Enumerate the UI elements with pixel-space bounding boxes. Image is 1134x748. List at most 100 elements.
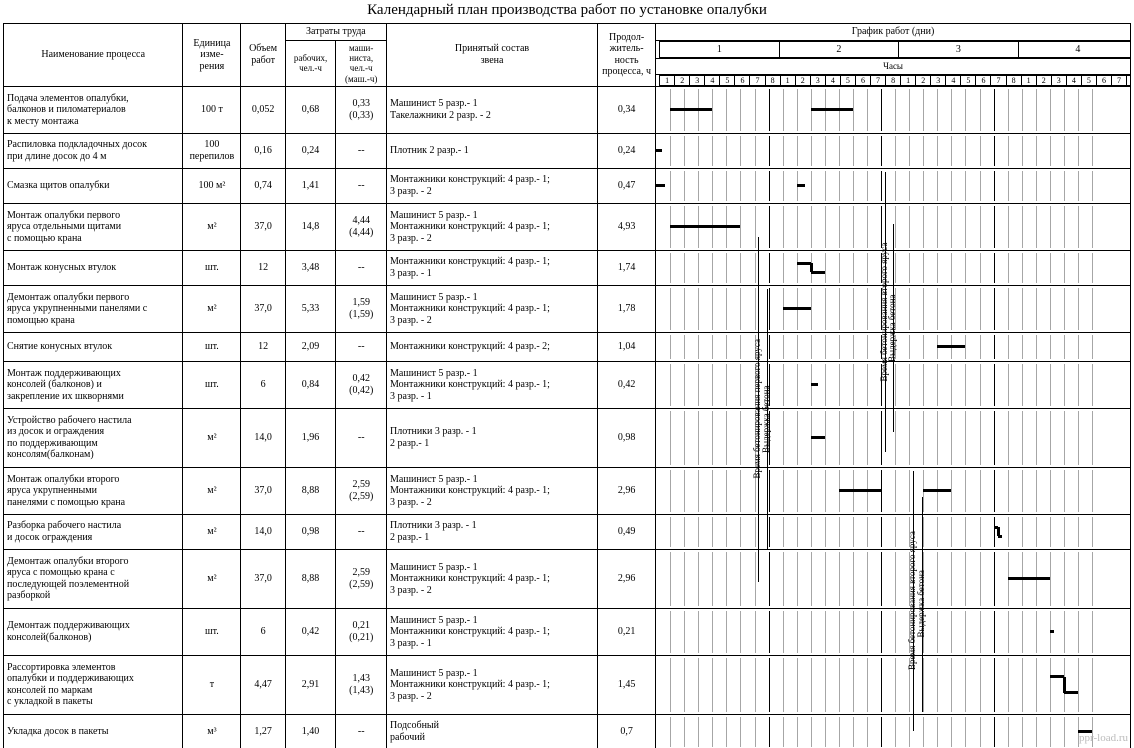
row-dur: 0,47	[598, 168, 656, 203]
row-m: --	[336, 714, 387, 748]
gantt-cell	[656, 168, 1131, 203]
row-m: 2,59(2,59)	[336, 467, 387, 514]
row-vol: 12	[241, 332, 285, 361]
hour-30: 6	[1096, 75, 1111, 85]
gantt-bar	[811, 383, 818, 386]
row-unit: м²	[183, 285, 241, 332]
row-dur: 2,96	[598, 549, 656, 608]
row-w: 1,41	[285, 168, 336, 203]
row-w: 0,68	[285, 86, 336, 133]
row-m: 0,21(0,21)	[336, 608, 387, 655]
row-w: 2,09	[285, 332, 336, 361]
hour-24: 8	[1006, 75, 1021, 85]
row-name: Укладка досок в пакеты	[4, 714, 183, 748]
row-w: 5,33	[285, 285, 336, 332]
col-crew: Принятый составзвена	[387, 24, 598, 87]
hour-16: 8	[886, 75, 901, 85]
row-unit: м³	[183, 714, 241, 748]
row-w: 0,98	[285, 514, 336, 549]
row-unit: шт.	[183, 332, 241, 361]
row-name: Демонтаж поддерживающихконсолей(балконов…	[4, 608, 183, 655]
row-name: Монтаж поддерживающихконсолей (балконов)…	[4, 361, 183, 408]
row-w: 0,84	[285, 361, 336, 408]
row-crew: Плотники 3 разр. - 1 2 разр.- 1	[387, 408, 598, 467]
row-vol: 0,16	[241, 133, 285, 168]
row-name: Монтаж конусных втулок	[4, 250, 183, 285]
hour-4: 4	[705, 75, 720, 85]
row-name: Монтаж опалубки первогояруса отдельными …	[4, 203, 183, 250]
row-crew: Машинист 5 разр.- 1Монтажники конструкци…	[387, 655, 598, 714]
row-name: Распиловка подкладочных досокпри длине д…	[4, 133, 183, 168]
row-crew: Машинист 5 разр.- 1Монтажники конструкци…	[387, 608, 598, 655]
row-name: Устройство рабочего настилаиз досок и ог…	[4, 408, 183, 467]
gantt-bar	[811, 271, 825, 274]
row-vol: 14,0	[241, 514, 285, 549]
hours-label: Часы	[656, 59, 1131, 74]
row-dur: 0,21	[598, 608, 656, 655]
row-crew: Машинист 5 разр.- 1Монтажники конструкци…	[387, 361, 598, 408]
row-dur: 0,7	[598, 714, 656, 748]
row-crew: Монтажники конструкций: 4 разр.- 2;	[387, 332, 598, 361]
hour-14: 6	[855, 75, 870, 85]
row-m: 4,44(4,44)	[336, 203, 387, 250]
gantt-step	[810, 263, 813, 272]
row-m: 0,42(0,42)	[336, 361, 387, 408]
row-crew: Монтажники конструкций: 4 разр.- 1; 3 ра…	[387, 250, 598, 285]
gantt-bar	[797, 184, 805, 187]
row-name: Монтаж опалубки второгояруса укрупненным…	[4, 467, 183, 514]
row-w: 0,24	[285, 133, 336, 168]
row-crew: Монтажники конструкций: 4 разр.- 1; 3 ра…	[387, 168, 598, 203]
page-title: Календарный план производства работ по у…	[0, 2, 1134, 19]
watermark: ppr-load.ru	[1079, 732, 1128, 744]
row-w: 1,96	[285, 408, 336, 467]
hour-7: 7	[750, 75, 765, 85]
row-m: --	[336, 133, 387, 168]
hour-8: 8	[765, 75, 780, 85]
row-name: Демонтаж опалубки второгояруса с помощью…	[4, 549, 183, 608]
row-dur: 1,74	[598, 250, 656, 285]
row-w: 2,91	[285, 655, 336, 714]
hour-28: 4	[1066, 75, 1081, 85]
row-unit: 100 т	[183, 86, 241, 133]
row-vol: 1,27	[241, 714, 285, 748]
hour-27: 3	[1051, 75, 1066, 85]
gantt-bar	[783, 307, 811, 310]
row-w: 1,40	[285, 714, 336, 748]
row-vol: 12	[241, 250, 285, 285]
gantt-bar	[656, 149, 662, 152]
gantt-step	[997, 527, 1000, 536]
row-vol: 6	[241, 361, 285, 408]
gantt-cell	[656, 714, 1131, 748]
row-vol: 6	[241, 608, 285, 655]
hour-1: 1	[660, 75, 675, 85]
gantt-cell	[656, 549, 1131, 608]
gantt-bar	[1050, 630, 1054, 633]
row-m: --	[336, 168, 387, 203]
row-name: Снятие конусных втулок	[4, 332, 183, 361]
gantt-bar	[1064, 691, 1078, 694]
row-unit: м²	[183, 549, 241, 608]
row-m: 1,59(1,59)	[336, 285, 387, 332]
gantt-cell	[656, 608, 1131, 655]
hour-3: 3	[690, 75, 705, 85]
row-unit: м²	[183, 514, 241, 549]
col-labor-w: рабочих, чел.-ч	[285, 40, 336, 86]
concrete-phase-label: Выдержка бетона	[916, 497, 926, 712]
hour-12: 4	[825, 75, 840, 85]
hour-11: 3	[810, 75, 825, 85]
row-dur: 1,78	[598, 285, 656, 332]
row-w: 3,48	[285, 250, 336, 285]
concrete-phase-label: Выдержка бетона	[761, 289, 771, 549]
row-vol: 4,47	[241, 655, 285, 714]
day-1: 1	[660, 41, 780, 58]
gantt-cell	[656, 655, 1131, 714]
row-vol: 37,0	[241, 203, 285, 250]
row-unit: 100 м²	[183, 168, 241, 203]
gantt-bar	[1050, 675, 1064, 678]
row-crew: Плотники 3 разр. - 1 2 разр.- 1	[387, 514, 598, 549]
hour-21: 5	[961, 75, 976, 85]
hour-23: 7	[991, 75, 1006, 85]
row-dur: 4,93	[598, 203, 656, 250]
row-dur: 0,49	[598, 514, 656, 549]
row-name: Рассортировка элементовопалубки и поддер…	[4, 655, 183, 714]
